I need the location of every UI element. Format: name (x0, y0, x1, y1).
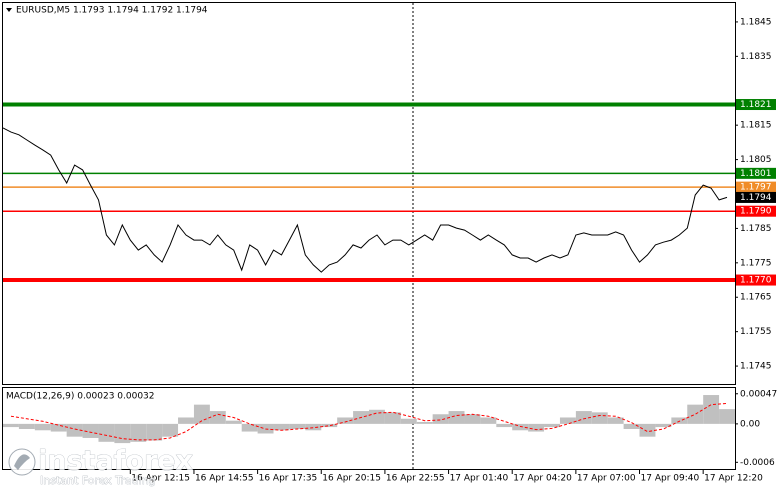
x-tick-label: 17 Apr 01:40 (450, 474, 509, 484)
macd-bar (18, 423, 35, 429)
price-tag (736, 99, 776, 111)
y-tick-label: 1.1785 (740, 224, 772, 234)
watermark-tagline: Instant Forex Trading (40, 474, 156, 487)
macd-title: MACD(12,26,9) 0.00023 0.00032 (6, 392, 155, 402)
plot-layer: 1.1845 1.1835 1.1815 1.1805 1.1785 1.1775 1.17… (2, 17, 777, 484)
price-tag (736, 191, 776, 203)
price-tag (736, 274, 776, 286)
macd-bar (639, 423, 656, 437)
macd-bar (289, 423, 306, 429)
macd-bar (273, 423, 290, 431)
chart-title: EURUSD,M5 1.1793 1.1794 1.1792 1.1794 (16, 6, 208, 16)
macd-bar (384, 412, 401, 424)
level-label: 1.1770 (740, 276, 772, 286)
watermark-logo-mark (14, 454, 30, 470)
macd-bar (66, 423, 83, 437)
price-tag (736, 167, 776, 179)
macd-bar (146, 423, 163, 441)
macd-bar (209, 411, 226, 424)
macd-bar (464, 414, 481, 424)
signal-line (10, 402, 728, 441)
price-panel-frame (2, 2, 736, 385)
macd-bar (575, 411, 592, 424)
level-label: 1.1797 (740, 183, 772, 193)
x-tick-label: 16 Apr 20:15 (322, 474, 381, 484)
macd-bar (34, 423, 51, 431)
macd-bar (496, 423, 513, 428)
x-tick-label: 16 Apr 17:35 (259, 474, 318, 484)
macd-bar (480, 417, 497, 424)
macd-bar (623, 423, 640, 429)
macd-bar (591, 412, 608, 424)
x-tick-label: 16 Apr 14:55 (195, 474, 254, 484)
level-label: 1.1801 (740, 169, 772, 179)
macd-bar (98, 423, 115, 442)
macd-bar (114, 423, 131, 444)
macd-bar (703, 395, 720, 424)
macd-bar (225, 420, 242, 424)
macd-bar (655, 423, 672, 428)
macd-bar (512, 423, 529, 431)
macd-bar (369, 409, 385, 424)
watermark-brand: instaforex (38, 446, 193, 477)
y-tick-label: 1.1845 (740, 17, 772, 27)
macd-panel-frame (2, 387, 736, 470)
y-tick-label: 1.1835 (740, 52, 772, 62)
level-label: 1.1790 (740, 207, 772, 217)
symbol-menu-arrow[interactable] (6, 8, 12, 12)
macd-bar (82, 423, 99, 438)
macd-bar (448, 411, 465, 424)
y-tick-label: 0.00047 (740, 389, 777, 399)
macd-bar (432, 414, 449, 424)
x-tick-label: 17 Apr 12:20 (704, 474, 763, 484)
macd-bar (687, 404, 704, 424)
macd-bar (241, 423, 258, 432)
price-tag (736, 205, 776, 217)
x-tick-label: 16 Apr 22:55 (386, 474, 445, 484)
macd-bar (559, 417, 576, 424)
x-tick-label: 17 Apr 04:20 (513, 474, 572, 484)
macd-bar (321, 423, 338, 428)
macd-bar (305, 423, 322, 431)
y-tick-label: 1.1755 (740, 327, 772, 337)
x-tick-label: 17 Apr 09:40 (641, 474, 700, 484)
y-tick-label: 1.1805 (740, 155, 772, 165)
macd-bar (416, 421, 433, 424)
macd-bar (400, 418, 417, 424)
y-tick-label: -0.0006 (740, 458, 775, 468)
macd-bar (162, 423, 179, 437)
watermark: instaforex Instant Forex Trading (8, 445, 193, 487)
macd-bar (178, 417, 194, 424)
x-tick-label: 16 Apr 12:15 (131, 474, 190, 484)
macd-bar (337, 417, 354, 424)
x-tick-label: 17 Apr 07:00 (577, 474, 636, 484)
level-label: 1.1821 (740, 100, 772, 110)
macd-bar (50, 423, 67, 432)
macd-bar (130, 423, 147, 442)
y-tick-label: 1.1745 (740, 362, 772, 372)
macd-bar (3, 423, 19, 428)
macd-bar (607, 417, 624, 424)
last-price-label: 1.1794 (740, 193, 772, 203)
macd-bar (671, 417, 688, 424)
y-tick-label: 1.1775 (740, 258, 772, 268)
price-tag (736, 181, 776, 193)
macd-bar (719, 409, 735, 424)
macd-bar (528, 423, 545, 432)
y-tick-label: 1.1765 (740, 293, 772, 303)
price-line (2, 127, 728, 273)
y-tick-label: 1.1815 (740, 121, 772, 131)
macd-bar (544, 423, 560, 428)
y-tick-label: 0.00 (740, 419, 760, 429)
